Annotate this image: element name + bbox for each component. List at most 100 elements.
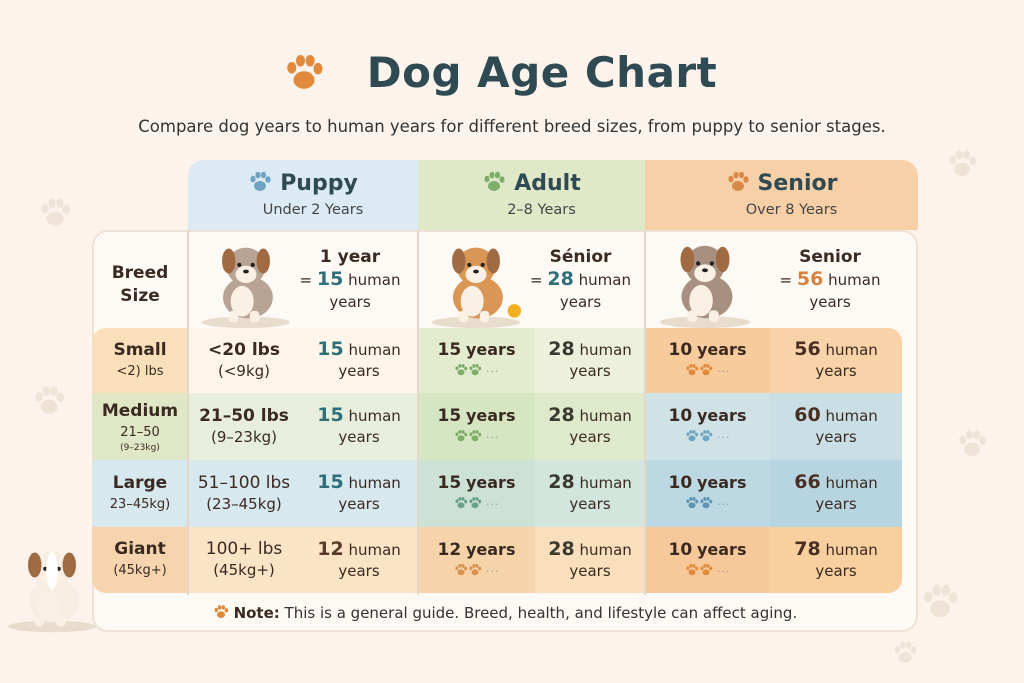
dots: ··· — [486, 365, 500, 378]
paw-indicator: ··· — [454, 361, 500, 382]
dog-years-value: 10 — [668, 406, 693, 426]
dog-years-value: 15 — [437, 406, 462, 426]
stage-name: Adult — [514, 171, 581, 196]
human-years-value: 66 — [794, 471, 821, 493]
unit: years — [569, 495, 611, 513]
breed-size-range: (45kg+) — [113, 563, 167, 578]
stage-name: Puppy — [280, 171, 358, 196]
human-years-value: 15 — [317, 404, 344, 426]
table-cell: 15 human years — [300, 328, 418, 393]
breed-size-header: Breed Size — [92, 262, 188, 308]
table-cell: 60 human years — [770, 393, 902, 460]
human-years-value: 28 — [548, 404, 575, 426]
human-years-value: 60 — [794, 404, 821, 426]
table-cell: 56 human years — [770, 328, 902, 393]
unit: human — [579, 474, 632, 492]
breed-size-kg: (9–23kg) — [120, 442, 160, 453]
unit: human — [825, 474, 878, 492]
unit: years — [569, 428, 611, 446]
summary-value: 15 — [316, 268, 344, 290]
unit: human — [828, 271, 881, 289]
unit: years — [338, 495, 380, 513]
unit: years — [815, 362, 857, 380]
paw-icon — [685, 363, 698, 376]
dog-years-value: 15 — [437, 340, 462, 360]
unit: human — [348, 271, 401, 289]
paw-icon — [287, 54, 323, 89]
paw-icon — [685, 496, 698, 509]
unit: years — [338, 362, 380, 380]
unit: human — [825, 407, 878, 425]
paw-icon — [454, 496, 467, 509]
paw-print-icon — [949, 150, 977, 176]
unit: human — [579, 407, 632, 425]
paw-indicator: ··· — [454, 494, 500, 515]
table-cell: 78 human years — [770, 527, 902, 593]
dog-years-line: 12 years — [438, 539, 516, 561]
paw-indicator: ··· — [685, 361, 731, 382]
column-divider — [417, 230, 419, 595]
paw-icon — [727, 171, 749, 191]
equals: = — [299, 271, 313, 289]
paw-print-icon — [894, 641, 917, 663]
weight-lbs: 21–50 lbs — [199, 405, 289, 426]
paw-icon — [454, 429, 467, 442]
unit: human — [348, 540, 401, 559]
adult-summary: Sénior = 28 human years — [518, 246, 643, 313]
paw-icon — [468, 563, 481, 575]
header-text: Breed — [111, 263, 169, 283]
breed-size-name: Large — [112, 472, 168, 493]
weight-lbs: 51–100 lbs — [197, 472, 291, 493]
dots: ··· — [717, 431, 731, 444]
table-cell: 28 human years — [535, 328, 645, 393]
weight-kg: (9–23kg) — [210, 427, 278, 446]
table-cell: 28 human years — [535, 527, 645, 593]
breed-size-cell: Giant (45kg+) — [92, 527, 188, 593]
stage-name: Senior — [757, 171, 838, 196]
table-cell: 12 human years — [300, 527, 418, 593]
paw-indicator: ··· — [685, 494, 731, 515]
senior-dog-illustration — [659, 245, 751, 329]
table-cell: 21–50 lbs (9–23kg) — [188, 393, 300, 460]
table-cell: 15 years ··· — [418, 328, 535, 393]
human-years-line: 15 human — [317, 405, 401, 427]
unit: years — [815, 428, 857, 446]
equals: = — [530, 271, 543, 289]
unit: years — [465, 473, 516, 492]
human-years-line: 12 human — [317, 537, 401, 561]
human-years-line: 66 human — [794, 472, 878, 494]
summary-value: 28 — [547, 268, 574, 290]
column-divider — [644, 230, 646, 595]
table-cell: 10 years ··· — [645, 393, 770, 460]
breed-size-name: Medium — [101, 400, 179, 421]
dog-years-line: 15 years — [438, 405, 516, 427]
human-years-line: 28 human — [548, 537, 632, 561]
stage-header-puppy: Puppy Under 2 Years — [188, 160, 418, 230]
dog-years-line: 10 years — [669, 472, 747, 494]
paw-icon — [214, 605, 228, 618]
table-cell: 66 human years — [770, 460, 902, 527]
unit: years — [329, 293, 371, 311]
equals: = — [779, 271, 793, 289]
breed-size-name: Giant — [114, 539, 166, 559]
weight-lbs: <20 lbs — [208, 339, 280, 360]
paw-icon — [685, 429, 698, 442]
human-years-value: 78 — [794, 537, 821, 560]
paw-print-icon — [959, 430, 987, 456]
human-years-value: 12 — [317, 537, 344, 560]
human-years-value: 28 — [548, 338, 575, 360]
paw-indicator: ··· — [454, 427, 500, 448]
table-cell: 10 years ··· — [645, 328, 770, 393]
human-years-value: 28 — [548, 471, 575, 493]
breed-size-range: 21–50 — [120, 424, 160, 440]
summary-value: 56 — [796, 268, 824, 290]
note-label: Note: — [233, 604, 280, 622]
unit: years — [338, 561, 380, 580]
unit: years — [569, 362, 611, 380]
weight-kg: (23–45kg) — [206, 494, 282, 513]
paw-indicator: ··· — [454, 561, 500, 582]
unit: years — [465, 406, 516, 425]
human-years-value: 28 — [548, 537, 575, 560]
summary-label: Senior — [799, 247, 861, 267]
unit: years — [809, 293, 851, 311]
